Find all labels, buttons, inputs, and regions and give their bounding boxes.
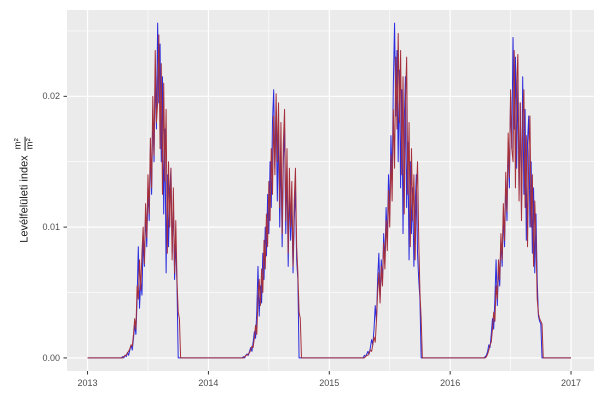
unit-denominator: m² <box>24 137 37 151</box>
x-tick-label: 2014 <box>198 378 219 388</box>
series-red-line <box>87 33 572 359</box>
y-axis-unit-fraction: m² m² <box>12 137 37 151</box>
y-tick-label: 0.02 <box>42 91 60 102</box>
unit-numerator: m² <box>12 138 24 150</box>
y-tick-label: 0.00 <box>42 352 60 363</box>
y-tick-label: 0.01 <box>42 222 60 233</box>
x-tick-label: 2017 <box>560 378 582 388</box>
x-tick-label: 2016 <box>440 378 461 388</box>
x-tick-label: 2013 <box>77 378 98 388</box>
x-tick-label: 2015 <box>319 378 340 388</box>
y-axis-title-text: Levélfelületi index <box>19 155 31 243</box>
